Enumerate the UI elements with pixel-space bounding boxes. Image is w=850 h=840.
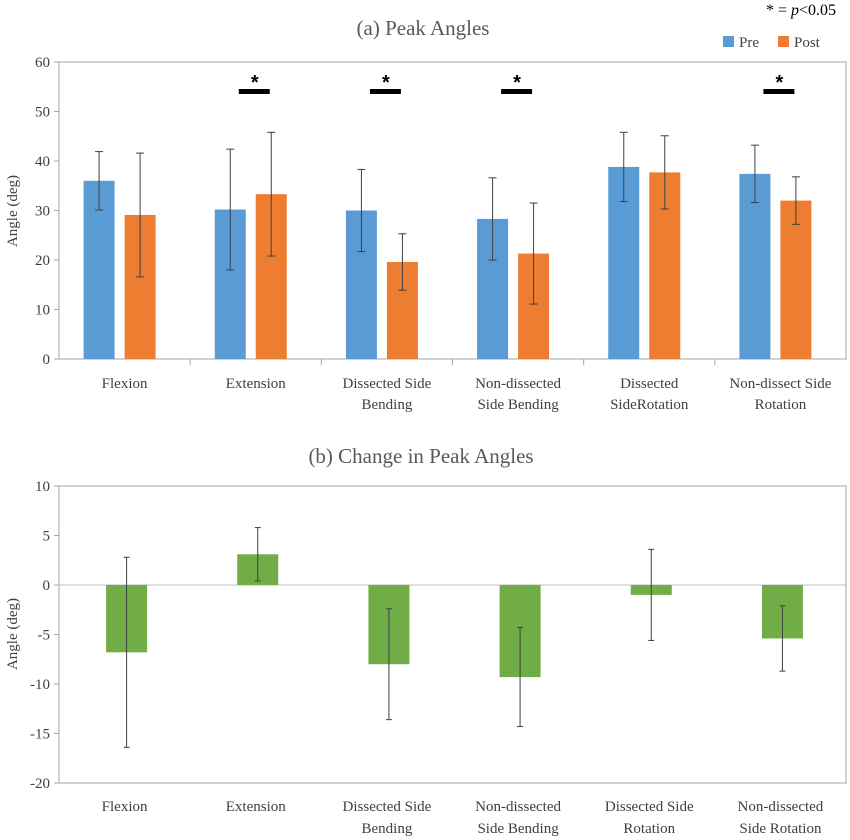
x-category-label: Extension [226,376,286,392]
error-bar-change [123,556,130,748]
y-tick-label: 5 [43,529,51,545]
x-category-label: Non-dissected [475,376,561,392]
panel-b-plot: -20 -15 -10 -5 0 5 10 Flexion Extension Dissected… [30,479,847,837]
x-category-label: Rotation [755,397,807,413]
error-bar-change [385,608,392,721]
panel-a: (a) Peak Angles * = p<0.05 Pre Post Angl… [5,2,847,413]
y-tick-label: 60 [35,55,50,71]
error-bar-pre [750,144,759,204]
error-bar-post [398,233,407,291]
significance-asterisk: * [251,72,259,94]
significance-bar [238,89,270,94]
x-category-label: Side Bending [477,821,559,837]
y-tick-label: -10 [30,677,50,693]
error-bar-post [660,135,669,210]
error-bar-post [136,152,145,278]
x-category-label: Dissected Side [343,799,432,815]
error-bar-pre [95,151,104,211]
y-tick-label: 20 [35,253,50,269]
significance-asterisk: * [776,72,784,94]
x-category-label: Dissected Side [605,799,694,815]
x-category-label: Bending [361,397,412,413]
significance-bar [369,89,401,94]
x-category-label: SideRotation [610,397,689,413]
legend-swatch-pre [723,36,734,47]
x-category-label: Dissected Side [343,376,432,392]
x-category-label: Non-dissected [475,799,561,815]
error-bar-pre [226,148,235,271]
panel-a-plot-frame [58,61,847,360]
x-category-label: Non-dissected [738,799,824,815]
bar-post [780,200,812,359]
y-tick-label: -15 [30,727,50,743]
x-category-label: Rotation [623,821,675,837]
error-bar-pre [357,168,366,253]
significance-note-p: p [790,2,799,19]
error-bar-change [254,527,261,582]
y-tick-label: 50 [35,105,50,121]
significance-asterisk: * [382,72,390,94]
error-bar-post [791,176,800,225]
panel-a-title: (a) Peak Angles [357,16,490,40]
error-bar-pre [619,131,628,203]
legend-swatch-post [778,36,789,47]
x-category-label: Side Rotation [739,821,822,837]
error-bar-pre [488,177,497,261]
error-bar-post [529,202,538,305]
x-category-label: Bending [361,821,412,837]
error-bar-change [779,605,786,672]
y-tick-label: -5 [38,628,51,644]
legend-label-post: Post [794,35,821,51]
legend: Pre Post [723,35,821,51]
significance-bar [763,89,795,94]
significance-note: * = p<0.05 [766,2,836,19]
x-category-label: Flexion [102,799,148,815]
panel-a-y-axis-label: Angle (deg) [5,175,21,247]
y-tick-label: 0 [43,578,51,594]
error-bar-post [267,131,276,257]
x-category-label: Side Bending [477,397,559,413]
y-tick-label: -20 [30,776,50,792]
panel-b-plot-frame [58,485,847,784]
x-category-label: Dissected [620,376,679,392]
x-category-label: Flexion [102,376,148,392]
y-tick-label: 30 [35,204,50,220]
significance-note-suffix: <0.05 [799,2,836,19]
panel-a-plot: 0 10 20 30 40 50 60 Flexion * Extension * Dissected… [35,55,847,413]
bar-pre [739,173,771,359]
x-category-label: Non-dissect Side [729,376,831,392]
y-tick-label: 0 [43,352,51,368]
y-tick-label: 10 [35,479,50,495]
panel-b-y-axis-label: Angle (deg) [5,598,21,670]
y-tick-label: 40 [35,154,50,170]
y-tick-label: 10 [35,303,50,319]
panel-b-title: (b) Change in Peak Angles [308,444,533,468]
x-category-label: Extension [226,799,286,815]
panel-b: (b) Change in Peak Angles Angle (deg) -2… [5,444,847,837]
error-bar-change [517,627,524,728]
legend-label-pre: Pre [739,35,759,51]
significance-note-prefix: * = [766,2,791,19]
significance-asterisk: * [513,72,521,94]
significance-bar [501,89,533,94]
error-bar-change [648,548,655,641]
